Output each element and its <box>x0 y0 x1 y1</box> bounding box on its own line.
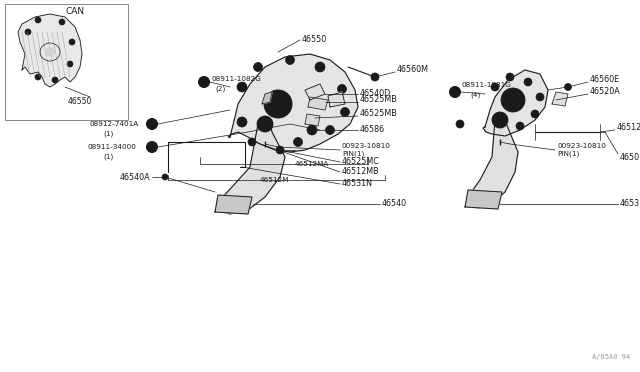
Text: 46531: 46531 <box>620 199 640 208</box>
Circle shape <box>524 78 532 86</box>
Circle shape <box>261 120 269 128</box>
Text: (2): (2) <box>215 86 225 92</box>
Text: 08911-1082G: 08911-1082G <box>211 76 261 82</box>
Circle shape <box>456 120 464 128</box>
Circle shape <box>276 146 284 154</box>
Circle shape <box>516 122 524 130</box>
Polygon shape <box>262 92 272 104</box>
Text: 46550: 46550 <box>302 35 327 44</box>
Circle shape <box>506 73 514 81</box>
Polygon shape <box>218 124 285 214</box>
Text: 00923-10810: 00923-10810 <box>557 143 606 149</box>
Circle shape <box>340 108 349 116</box>
Circle shape <box>315 62 325 72</box>
Text: 08911-34000: 08911-34000 <box>88 144 137 150</box>
Circle shape <box>285 55 294 64</box>
Text: 46550: 46550 <box>68 97 92 106</box>
Polygon shape <box>305 84 325 100</box>
Circle shape <box>264 90 292 118</box>
Circle shape <box>496 116 504 124</box>
Text: N: N <box>147 144 153 150</box>
Circle shape <box>531 110 539 118</box>
Text: A/65A0 94: A/65A0 94 <box>592 354 630 360</box>
Circle shape <box>307 125 317 135</box>
Text: 46512M: 46512M <box>260 177 289 183</box>
Circle shape <box>326 125 335 135</box>
Circle shape <box>59 19 65 25</box>
Text: 46560M: 46560M <box>397 65 429 74</box>
Text: 46540A: 46540A <box>120 173 150 182</box>
Circle shape <box>507 94 519 106</box>
Text: N: N <box>451 90 456 94</box>
Text: (1): (1) <box>103 154 113 160</box>
Text: (1): (1) <box>103 131 113 137</box>
Text: 46531N: 46531N <box>342 180 373 189</box>
Text: 46540: 46540 <box>382 199 407 208</box>
Polygon shape <box>465 190 502 209</box>
Circle shape <box>449 87 461 97</box>
Text: 46540D: 46540D <box>360 89 391 97</box>
Circle shape <box>35 17 41 23</box>
Circle shape <box>294 138 303 147</box>
Text: 46512: 46512 <box>617 124 640 132</box>
Text: 00923-10810: 00923-10810 <box>342 143 391 149</box>
Text: 46525MB: 46525MB <box>360 109 397 119</box>
Polygon shape <box>18 14 82 87</box>
Text: 46501: 46501 <box>620 153 640 161</box>
Circle shape <box>271 97 285 111</box>
Circle shape <box>501 88 525 112</box>
Text: CAN: CAN <box>65 7 84 16</box>
Polygon shape <box>468 120 518 208</box>
Text: 08912-7401A: 08912-7401A <box>90 121 140 127</box>
Ellipse shape <box>45 48 55 57</box>
Circle shape <box>253 62 262 71</box>
Text: 46512MB: 46512MB <box>342 167 380 176</box>
Text: PIN(1): PIN(1) <box>342 151 364 157</box>
Text: 46520A: 46520A <box>590 87 621 96</box>
Circle shape <box>536 93 544 101</box>
Bar <box>5 4 128 120</box>
Circle shape <box>492 112 508 128</box>
Polygon shape <box>215 195 252 214</box>
Circle shape <box>67 61 73 67</box>
Text: 46525MC: 46525MC <box>342 157 380 167</box>
Text: PIN(1): PIN(1) <box>557 151 579 157</box>
Circle shape <box>69 39 75 45</box>
Circle shape <box>564 83 572 90</box>
Polygon shape <box>552 92 568 106</box>
Text: (4): (4) <box>470 92 480 98</box>
Polygon shape <box>328 92 345 107</box>
Circle shape <box>371 73 379 81</box>
Circle shape <box>25 29 31 35</box>
Polygon shape <box>483 70 548 136</box>
Polygon shape <box>308 97 328 110</box>
Circle shape <box>35 74 41 80</box>
Polygon shape <box>305 114 320 126</box>
Circle shape <box>162 174 168 180</box>
Text: 46525MB: 46525MB <box>360 94 397 103</box>
Text: 46586: 46586 <box>360 125 385 134</box>
Circle shape <box>237 117 247 127</box>
Text: 08911-1081G: 08911-1081G <box>462 82 512 88</box>
Circle shape <box>198 77 209 87</box>
Text: N: N <box>199 80 205 84</box>
Circle shape <box>237 82 247 92</box>
Text: 46512MA: 46512MA <box>295 161 330 167</box>
Circle shape <box>147 119 157 129</box>
Circle shape <box>337 84 346 93</box>
Circle shape <box>52 77 58 83</box>
Circle shape <box>491 83 499 91</box>
Text: 46560E: 46560E <box>590 74 620 83</box>
Polygon shape <box>228 54 358 152</box>
Circle shape <box>257 116 273 132</box>
Text: N: N <box>147 122 153 126</box>
Circle shape <box>147 141 157 153</box>
Circle shape <box>248 138 256 146</box>
